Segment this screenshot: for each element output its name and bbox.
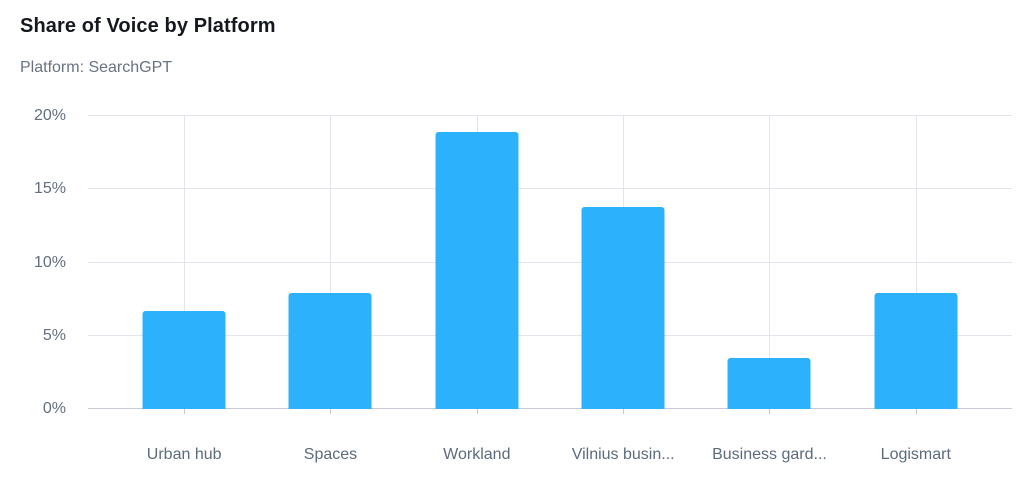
category-cell-spaces [257,116,403,414]
vertical-gridline [330,116,332,409]
gridline-15 [88,188,1012,190]
vertical-gridline [915,116,917,409]
y-axis-labels: 0% 5% 10% 15% 20% [0,108,66,417]
x-axis-tick [330,409,332,414]
category-cell-vilnius-busin [550,116,696,414]
category-cell-urban-hub [111,116,257,414]
chart-subtitle: Platform: SearchGPT [20,59,173,76]
bar-logismart[interactable] [874,293,958,409]
plot-area [88,115,1012,414]
y-tick-label-20: 20% [33,107,66,124]
bar-spaces[interactable] [288,293,372,409]
x-tick-label-logismart: Logismart [880,446,951,463]
x-axis-line [88,408,1012,409]
y-tick-label-0: 0% [42,400,66,417]
gridline-5 [88,334,1012,336]
category-cell-workland [404,116,550,414]
bar-series [111,116,989,414]
category-cell-business-gard [696,116,842,414]
vertical-gridline [184,116,186,409]
bar-workland[interactable] [435,132,519,409]
x-axis-labels: Urban hub Spaces Workland Vilnius busin... B… [111,446,989,464]
x-axis-tick [476,409,478,414]
x-axis-tick [769,409,771,414]
x-tick-label-urban-hub: Urban hub [146,446,222,463]
bar-business-gard[interactable] [727,357,811,409]
x-tick-label-workland: Workland [443,446,511,463]
y-tick-label-10: 10% [33,253,66,271]
vertical-gridline [769,116,771,409]
x-tick-label-vilnius-busin: Vilnius busin... [571,446,675,463]
gridline-10 [88,261,1012,263]
x-axis-tick [184,409,186,414]
chart-title: Share of Voice by Platform [20,15,276,37]
category-cell-logismart [843,116,989,414]
y-tick-label-5: 5% [42,326,66,344]
x-axis-tick [623,409,625,414]
x-tick-label-spaces: Spaces [303,446,358,463]
bar-vilnius-busin[interactable] [581,206,665,409]
gridline-20 [88,115,1012,116]
bar-urban-hub[interactable] [142,310,226,409]
x-tick-label-business-gard: Business gard... [712,446,827,463]
x-axis-tick [915,409,917,414]
y-tick-label-15: 15% [33,180,66,198]
